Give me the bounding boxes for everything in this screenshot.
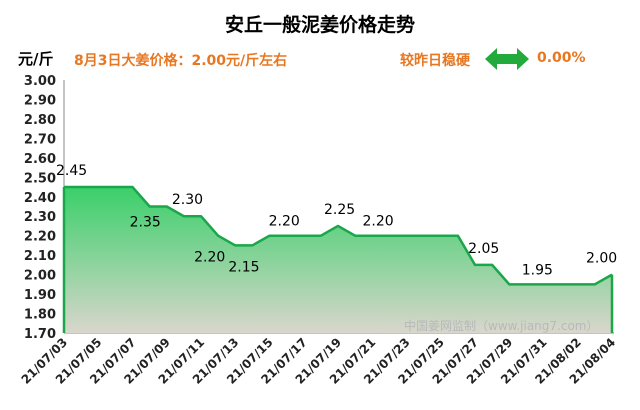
y-tick-label: 2.10 <box>24 249 56 264</box>
price-line <box>64 185 613 286</box>
y-tick-label: 2.40 <box>24 191 56 206</box>
y-tick-label: 2.90 <box>24 93 56 108</box>
y-tick-label: 2.00 <box>24 269 56 284</box>
data-label: 2.20 <box>194 250 225 266</box>
data-label: 2.15 <box>228 259 259 275</box>
y-tick-label: 1.70 <box>24 327 56 342</box>
y-tick-label: 2.30 <box>24 210 56 225</box>
y-tick-label: 2.80 <box>24 113 56 128</box>
price-note: 8月3日大姜价格：2.00元/斤左右 <box>74 53 288 69</box>
price-area <box>64 187 612 333</box>
page-title: 安丘一般泥姜价格走势 <box>224 14 415 36</box>
data-label: 2.05 <box>468 241 499 257</box>
data-label: 2.45 <box>56 163 87 179</box>
compare-label: 较昨日稳硬 <box>400 53 470 69</box>
data-label: 1.95 <box>522 262 553 278</box>
data-label: 2.35 <box>130 215 161 231</box>
y-tick-label: 2.50 <box>24 171 56 186</box>
change-value: 0.00% <box>537 50 586 66</box>
y-tick-label: 2.60 <box>24 152 56 167</box>
data-label: 2.30 <box>172 192 203 208</box>
data-label: 2.20 <box>363 214 394 230</box>
double-arrow-icon <box>485 48 529 70</box>
unit-label: 元/斤 <box>18 50 54 68</box>
y-tick-label: 1.80 <box>24 308 56 323</box>
y-tick-label: 3.00 <box>24 74 56 89</box>
data-label: 2.20 <box>269 214 300 230</box>
y-tick-label: 1.90 <box>24 288 56 303</box>
y-tick-label: 2.20 <box>24 230 56 245</box>
watermark: 中国姜网监制（www.jiang7.com） <box>404 319 599 333</box>
y-tick-label: 2.70 <box>24 132 56 147</box>
data-label: 2.00 <box>586 251 617 267</box>
data-label: 2.25 <box>324 202 355 218</box>
